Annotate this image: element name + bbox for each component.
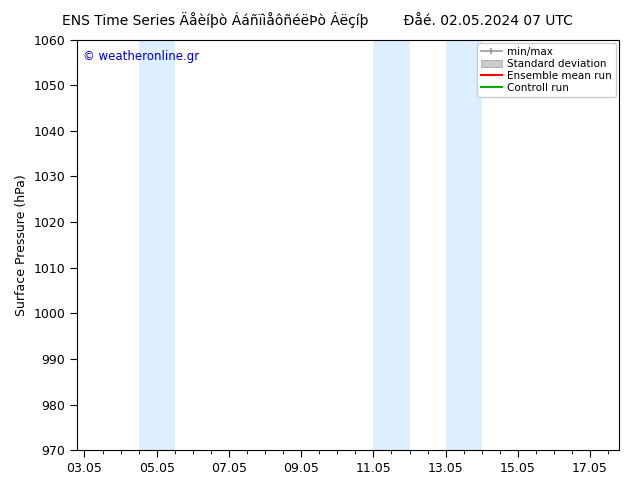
Text: ENS Time Series Äåèíþò ÁáñïìåôñéëÞò Áëçíþ        Ðåé. 02.05.2024 07 UTC: ENS Time Series Äåèíþò ÁáñïìåôñéëÞò Áëçí… [61, 12, 573, 28]
Text: © weatheronline.gr: © weatheronline.gr [82, 50, 199, 63]
Bar [373, 40, 410, 450]
Legend: min/max, Standard deviation, Ensemble mean run, Controll run: min/max, Standard deviation, Ensemble me… [477, 43, 616, 98]
Y-axis label: Surface Pressure (hPa): Surface Pressure (hPa) [15, 174, 28, 316]
Bar [446, 40, 482, 450]
Bar [139, 40, 175, 450]
